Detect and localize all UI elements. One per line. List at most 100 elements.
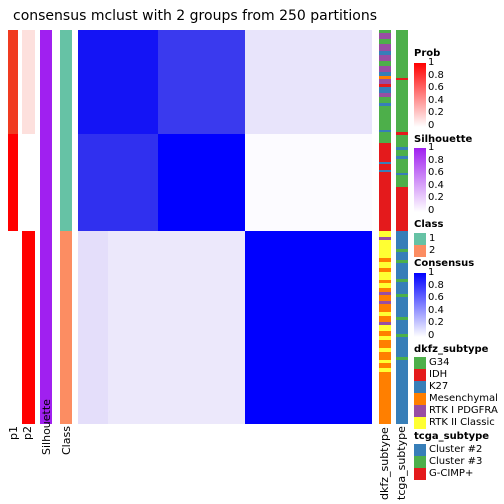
tcga-subtype-cell [396,260,408,263]
p1-cell [8,30,18,134]
silhouette-legend-tick: 0.2 [428,192,444,204]
tcga-subtype-cell [396,231,408,235]
class-cell [60,30,72,231]
dkfz-subtype-cell [379,352,391,360]
dkfz-subtype-legend-swatch [414,405,426,417]
consensus-legend-colorbar [414,273,426,337]
dkfz-subtype-label: dkfz_subtype [378,427,391,500]
tcga-subtype-legend-label: G-CIMP+ [429,468,474,479]
consensus-subblock [158,134,245,231]
consensus-legend-tick: 0.6 [428,292,444,304]
p2-cell [22,30,35,134]
dkfz-subtype-cell [379,372,391,424]
dkfz-subtype-cell [379,61,391,66]
silhouette-legend-tick: 0.6 [428,167,444,179]
silhouette-legend-title: Silhouette [414,134,473,145]
dkfz-subtype-cell [379,258,391,262]
dkfz-subtype-cell [379,340,391,348]
tcga-subtype-cell [396,187,408,231]
dkfz-subtype-cell [379,348,391,352]
class-cell [60,231,72,424]
tcga-subtype-cell [396,282,408,294]
silhouette-legend-tick: 0 [428,205,435,216]
p2-label: p2 [21,426,34,440]
consensus-legend-tick: 0.8 [428,279,444,291]
dkfz-subtype-cell [379,162,391,164]
dkfz-subtype-cell [379,194,391,231]
prob-legend-title: Prob [414,48,441,59]
p2-cell [22,231,35,424]
tcga-subtype-cell [396,320,408,334]
tcga-subtype-legend-title: tcga_subtype [414,431,490,442]
dkfz-subtype-cell [379,51,391,55]
dkfz-subtype-cell [379,262,391,268]
tcga-subtype-cell [396,173,408,175]
tcga-subtype-cell [396,175,408,187]
dkfz-subtype-cell [379,288,391,292]
dkfz-subtype-cell [379,280,391,283]
silhouette-legend-tick: 1 [428,142,435,153]
tcga-subtype-cell [396,159,408,173]
consensus-legend-tick: 0 [428,330,435,341]
silhouette-legend-tick: 0.8 [428,154,444,166]
tcga-subtype-legend-label: Cluster #2 [429,444,483,455]
prob-legend-colorbar [414,63,426,127]
dkfz-subtype-legend-swatch [414,417,426,429]
dkfz-subtype-cell [379,72,391,76]
tcga-subtype-legend-swatch [414,456,426,468]
dkfz-subtype-cell [379,363,391,368]
prob-legend-tick: 1 [428,57,435,68]
dkfz-subtype-cell [379,231,391,237]
tcga-subtype-legend-swatch [414,444,426,456]
tcga-subtype-legend-label: Cluster #3 [429,456,483,467]
tcga-subtype-legend-swatch [414,468,426,480]
dkfz-subtype-cell [379,240,391,258]
dkfz-subtype-cell [379,312,391,316]
tcga-subtype-cell [396,317,408,320]
tcga-subtype-cell [396,372,408,424]
dkfz-subtype-cell [379,66,391,72]
tcga-subtype-cell [396,30,408,78]
p2-cell [22,134,35,231]
p1-cell [8,231,18,424]
silhouette-legend-tick: 0.4 [428,179,444,191]
dkfz-subtype-cell [379,172,391,194]
p1-cell [8,134,18,231]
consensus-block-2-1 [78,231,108,424]
dkfz-subtype-cell [379,336,391,340]
dkfz-subtype-cell [379,360,391,363]
dkfz-subtype-cell [379,55,391,61]
dkfz-subtype-cell [379,143,391,162]
dkfz-subtype-cell [379,30,391,33]
dkfz-subtype-cell [379,130,391,132]
dkfz-subtype-cell [379,325,391,331]
dkfz-subtype-cell [379,132,391,143]
dkfz-subtype-cell [379,84,391,87]
tcga-subtype-cell [396,263,408,279]
silhouette-label: Silhouette [40,399,53,455]
class-legend-swatch [414,233,426,245]
tcga-subtype-cell [396,132,408,135]
prob-legend-tick: 0.8 [428,69,444,81]
dkfz-subtype-legend-label: Mesenchymal [429,393,498,404]
tcga-subtype-cell [396,279,408,282]
dkfz-subtype-cell [379,237,391,240]
tcga-subtype-label: tcga_subtype [395,426,408,500]
tcga-subtype-cell [396,360,408,372]
p1-label: p1 [7,426,20,440]
consensus-block-1-2 [245,30,372,134]
dkfz-subtype-cell [379,295,391,301]
dkfz-subtype-legend-label: G34 [429,357,450,368]
consensus-subblock [158,30,245,134]
class-legend-swatch [414,245,426,257]
class-legend-label: 2 [429,245,436,256]
dkfz-subtype-legend-swatch [414,357,426,369]
dkfz-subtype-cell [379,103,391,106]
tcga-subtype-cell [396,150,408,156]
class-legend-title: Class [414,219,444,230]
dkfz-subtype-cell [379,322,391,325]
dkfz-subtype-cell [379,316,391,322]
dkfz-subtype-legend-label: RTK I PDGFRA [429,405,498,416]
class-legend-label: 1 [429,233,436,244]
